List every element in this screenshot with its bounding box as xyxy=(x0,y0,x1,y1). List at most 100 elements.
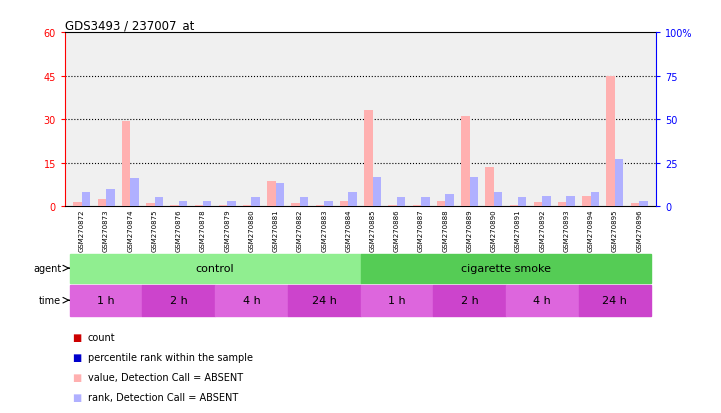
Bar xyxy=(461,117,469,206)
Text: GSM270885: GSM270885 xyxy=(370,209,376,251)
Text: GSM270886: GSM270886 xyxy=(394,209,400,251)
Text: GDS3493 / 237007_at: GDS3493 / 237007_at xyxy=(65,19,194,31)
Text: agent: agent xyxy=(33,263,61,273)
Text: GSM270875: GSM270875 xyxy=(151,209,158,251)
Text: 2 h: 2 h xyxy=(461,295,479,306)
Bar xyxy=(146,204,154,206)
Text: 4 h: 4 h xyxy=(242,295,260,306)
Bar xyxy=(567,196,575,206)
Text: value, Detection Call = ABSENT: value, Detection Call = ABSENT xyxy=(88,372,243,382)
Bar xyxy=(215,285,288,316)
Bar xyxy=(558,202,567,206)
Text: GSM270884: GSM270884 xyxy=(345,209,351,251)
Text: GSM270872: GSM270872 xyxy=(79,209,85,251)
Bar xyxy=(360,285,433,316)
Bar xyxy=(360,254,651,283)
Text: GSM270881: GSM270881 xyxy=(273,209,279,251)
Text: 4 h: 4 h xyxy=(534,295,551,306)
Bar xyxy=(397,198,405,206)
Text: 1 h: 1 h xyxy=(97,295,115,306)
Text: cigarette smoke: cigarette smoke xyxy=(461,263,551,273)
Text: GSM270876: GSM270876 xyxy=(176,209,182,251)
Bar xyxy=(606,76,615,206)
Bar xyxy=(291,203,300,206)
Bar xyxy=(433,285,506,316)
Bar xyxy=(316,205,324,206)
Bar xyxy=(227,201,236,206)
Bar xyxy=(485,168,494,206)
Bar xyxy=(82,192,90,206)
Bar xyxy=(348,192,357,206)
Bar xyxy=(639,201,647,206)
Bar xyxy=(494,192,503,206)
Bar xyxy=(590,192,599,206)
Text: GSM270879: GSM270879 xyxy=(224,209,230,251)
Text: GSM270889: GSM270889 xyxy=(466,209,472,251)
Bar xyxy=(97,199,106,206)
Text: ■: ■ xyxy=(72,352,81,362)
Bar xyxy=(469,178,478,206)
Text: percentile rank within the sample: percentile rank within the sample xyxy=(88,352,253,362)
Bar xyxy=(510,205,518,206)
Bar xyxy=(389,205,397,206)
Text: 24 h: 24 h xyxy=(311,295,337,306)
Bar xyxy=(534,202,542,206)
Text: time: time xyxy=(39,295,61,306)
Bar xyxy=(364,111,373,206)
Bar xyxy=(179,201,187,206)
Text: GSM270896: GSM270896 xyxy=(636,209,642,251)
Text: 2 h: 2 h xyxy=(170,295,187,306)
Bar xyxy=(506,285,578,316)
Text: GSM270883: GSM270883 xyxy=(321,209,327,251)
Bar xyxy=(446,195,454,206)
Text: count: count xyxy=(88,332,115,342)
Text: GSM270891: GSM270891 xyxy=(515,209,521,251)
Bar xyxy=(131,179,138,206)
Text: ■: ■ xyxy=(72,372,81,382)
Bar xyxy=(122,121,131,206)
Bar xyxy=(340,201,348,206)
Text: ■: ■ xyxy=(72,392,81,402)
Bar xyxy=(203,201,211,206)
Text: 1 h: 1 h xyxy=(388,295,406,306)
Bar xyxy=(373,178,381,206)
Text: GSM270880: GSM270880 xyxy=(249,209,255,251)
Text: 24 h: 24 h xyxy=(603,295,627,306)
Text: ■: ■ xyxy=(72,332,81,342)
Text: GSM270878: GSM270878 xyxy=(200,209,206,251)
Bar xyxy=(412,205,421,206)
Text: rank, Detection Call = ABSENT: rank, Detection Call = ABSENT xyxy=(88,392,238,402)
Text: GSM270895: GSM270895 xyxy=(612,209,618,251)
Bar xyxy=(421,198,430,206)
Bar xyxy=(300,198,309,206)
Text: GSM270873: GSM270873 xyxy=(103,209,109,251)
Bar xyxy=(106,189,115,206)
Text: GSM270882: GSM270882 xyxy=(297,209,303,251)
Bar xyxy=(252,198,260,206)
Text: GSM270874: GSM270874 xyxy=(128,209,133,251)
Bar xyxy=(70,285,143,316)
Bar xyxy=(583,197,590,206)
Bar xyxy=(578,285,651,316)
Bar xyxy=(324,201,332,206)
Text: GSM270892: GSM270892 xyxy=(539,209,545,251)
Bar xyxy=(143,285,215,316)
Bar xyxy=(288,285,360,316)
Bar xyxy=(154,198,163,206)
Bar xyxy=(615,160,624,206)
Text: GSM270887: GSM270887 xyxy=(418,209,424,251)
Text: control: control xyxy=(196,263,234,273)
Bar xyxy=(70,254,361,283)
Bar xyxy=(518,198,526,206)
Text: GSM270893: GSM270893 xyxy=(563,209,570,251)
Text: GSM270894: GSM270894 xyxy=(588,209,593,251)
Bar xyxy=(542,196,551,206)
Bar xyxy=(275,184,284,206)
Text: GSM270888: GSM270888 xyxy=(442,209,448,251)
Bar xyxy=(437,201,446,206)
Bar xyxy=(267,182,275,206)
Bar xyxy=(74,202,82,206)
Bar xyxy=(631,204,639,206)
Bar xyxy=(243,205,252,206)
Text: GSM270890: GSM270890 xyxy=(491,209,497,251)
